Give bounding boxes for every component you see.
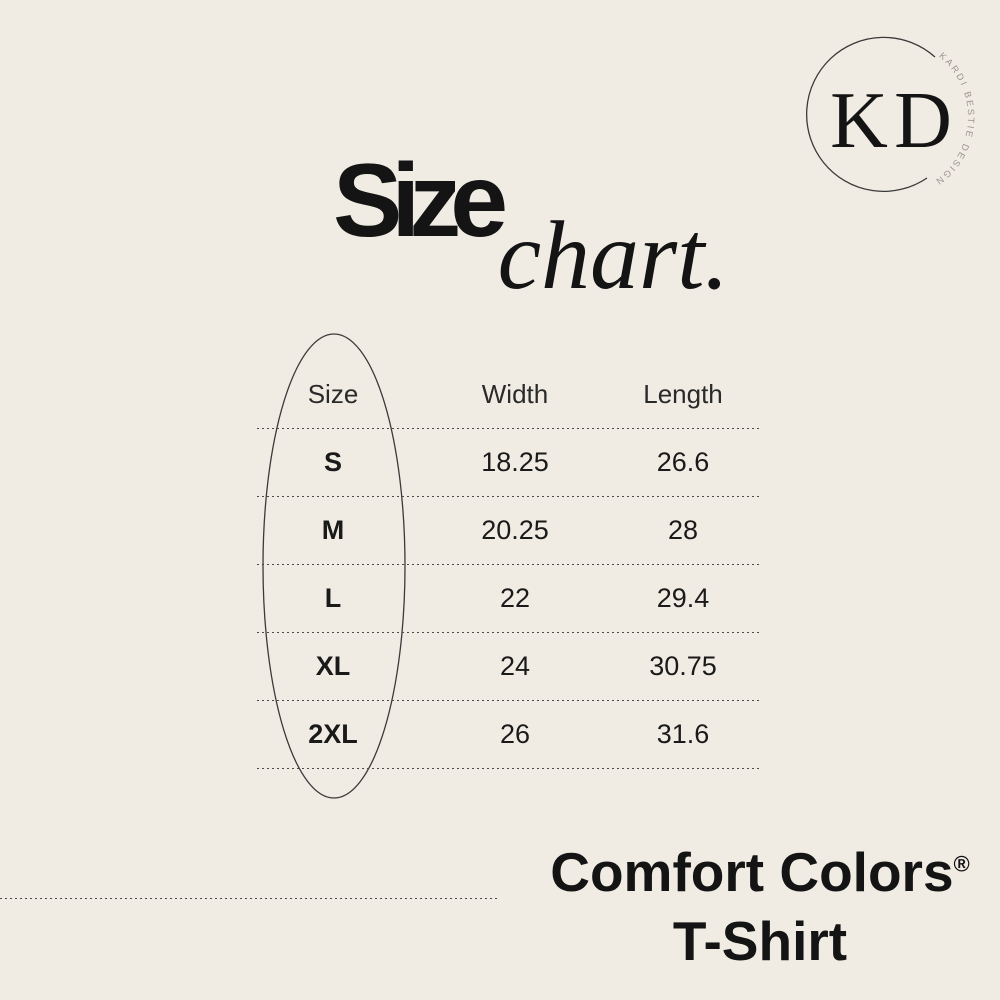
svg-text:K: K	[830, 77, 888, 165]
svg-text:D: D	[894, 77, 952, 165]
